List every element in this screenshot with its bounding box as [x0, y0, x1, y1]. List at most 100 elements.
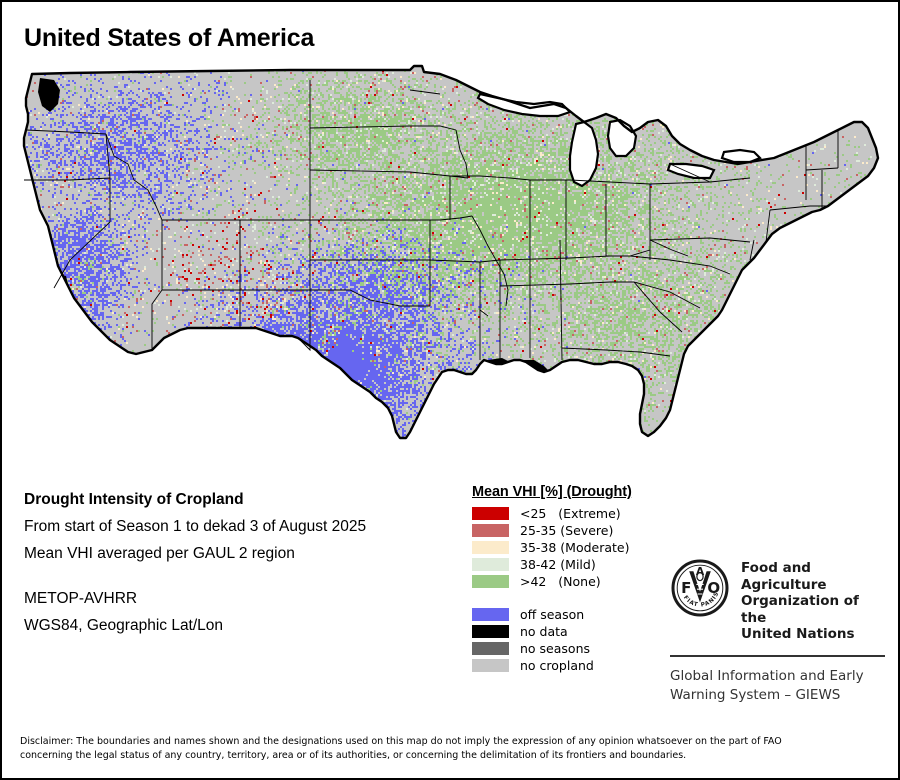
state-boundary-line [409, 89, 441, 95]
state-boundary-line [605, 349, 671, 357]
description-period: From start of Season 1 to dekad 3 of Aug… [24, 518, 367, 535]
state-boundary-line [239, 220, 310, 291]
state-boundary-line [499, 281, 634, 287]
svg-text:O: O [707, 579, 720, 597]
usa-choropleth-map[interactable] [10, 60, 894, 460]
legend-other-label: off season [520, 607, 585, 622]
state-boundary-line [749, 239, 755, 261]
description-method: Mean VHI averaged per GAUL 2 region [24, 545, 295, 562]
state-boundary-line [669, 163, 711, 183]
raster-class-group [24, 68, 878, 438]
legend-class-row: <25 (Extreme) [472, 505, 632, 522]
legend-class-label: 38-42 (Mild) [520, 557, 596, 572]
legend-class-swatch [472, 575, 509, 588]
raster-pixels [24, 68, 878, 438]
state-boundary-line [769, 205, 826, 211]
disclaimer-line-2: concerning the legal status of any count… [20, 750, 687, 761]
legend-class-swatch [472, 558, 509, 571]
legend-other-label: no cropland [520, 658, 594, 673]
legend-title: Mean VHI [%] (Drought) [472, 484, 632, 500]
lake-polygon [666, 162, 716, 180]
giews-line-1: Global Information and Early [670, 667, 864, 684]
legend-other-label: no seasons [520, 641, 591, 656]
description-heading: Drought Intensity of Cropland [24, 491, 244, 508]
map-legend: Mean VHI [%] (Drought) <25 (Extreme) 25-3… [472, 484, 632, 674]
legend-other-list: off season no data no seasons no cropland [472, 606, 632, 674]
legend-other-swatch [472, 659, 509, 672]
giews-line-2: Warning System – GIEWS [670, 686, 841, 703]
map-canvas[interactable] [10, 60, 894, 460]
legend-class-swatch [472, 524, 509, 537]
legend-other-swatch [472, 608, 509, 621]
state-boundary-line [24, 177, 111, 181]
description-projection: WGS84, Geographic Lat/Lon [24, 617, 224, 634]
legend-class-row: 35-38 (Moderate) [472, 539, 632, 556]
giews-name: Global Information and Early Warning Sys… [670, 667, 885, 705]
legend-other-row: no seasons [472, 640, 632, 657]
state-boundary-line [25, 129, 107, 135]
lake-polygon [568, 120, 600, 188]
state-boundary-line [530, 179, 651, 185]
state-boundary-line [765, 209, 771, 243]
legend-other-row: off season [472, 606, 632, 623]
fao-header: F A O FIAT PANIS Food and Agriculture Or… [670, 558, 885, 643]
fao-divider [670, 654, 885, 657]
state-boundary-line [151, 289, 163, 350]
legend-class-row: >42 (None) [472, 573, 632, 590]
fao-name-line-3: United Nations [741, 626, 855, 642]
description-sensor: METOP-AVHRR [24, 590, 138, 607]
legend-other-label: no data [520, 624, 568, 639]
national-boundary [22, 64, 880, 440]
legend-other-row: no data [472, 623, 632, 640]
state-boundary-line [105, 133, 111, 179]
legend-class-swatch [472, 541, 509, 554]
legend-other-swatch [472, 625, 509, 638]
legend-class-label: 25-35 (Severe) [520, 523, 614, 538]
state-boundary-line [105, 133, 163, 221]
fao-branding: F A O FIAT PANIS Food and Agriculture Or… [670, 558, 885, 705]
raster-class-group [24, 68, 878, 438]
legend-class-list: <25 (Extreme) 25-35 (Severe) 35-38 (Modera… [472, 505, 632, 590]
legend-class-swatch [472, 507, 509, 520]
state-boundary-line [805, 167, 839, 171]
state-boundary-line [649, 239, 689, 257]
state-boundary-line [450, 175, 531, 181]
legend-class-row: 25-35 (Severe) [472, 522, 632, 539]
map-description: Drought Intensity of Cropland From start… [24, 486, 366, 639]
legend-class-label: 35-38 (Moderate) [520, 540, 630, 555]
state-boundary-line [559, 239, 563, 361]
state-boundary-line [633, 281, 701, 309]
fao-name-line-1: Food and Agriculture [741, 560, 827, 593]
state-boundary-line [633, 281, 683, 333]
state-boundary-line [649, 237, 751, 243]
state-boundary-line [309, 125, 411, 129]
disclaimer-text: Disclaimer: The boundaries and names sho… [20, 735, 886, 763]
state-boundary-line [629, 255, 731, 275]
svg-text:A: A [696, 565, 705, 578]
state-boundary-line [471, 215, 509, 307]
legend-class-label: >42 (None) [520, 574, 601, 589]
fao-name-line-2: Organization of the [741, 593, 859, 626]
page-title: United States of America [24, 24, 315, 52]
legend-spacer [472, 590, 632, 606]
legend-other-row: no cropland [472, 657, 632, 674]
legend-other-swatch [472, 642, 509, 655]
legend-class-label: <25 (Extreme) [520, 506, 621, 521]
state-boundary-line [409, 171, 469, 179]
state-boundary-line [53, 221, 111, 289]
description-spacer [24, 567, 366, 585]
svg-text:F: F [681, 579, 691, 597]
state-boundary-line [309, 169, 411, 173]
state-boundary-line [606, 249, 651, 257]
disclaimer-line-1: Disclaimer: The boundaries and names sho… [20, 736, 782, 747]
legend-class-row: 38-42 (Mild) [472, 556, 632, 573]
state-boundary-line [310, 289, 430, 307]
state-boundary-line [410, 125, 457, 131]
fao-organization-name: Food and Agriculture Organization of the… [741, 558, 885, 643]
raster-pixels [24, 68, 878, 438]
state-boundary-line [455, 129, 469, 179]
no-data-patch [38, 78, 60, 112]
fao-logo-icon: F A O FIAT PANIS [671, 559, 729, 617]
state-boundary-line [561, 347, 607, 351]
